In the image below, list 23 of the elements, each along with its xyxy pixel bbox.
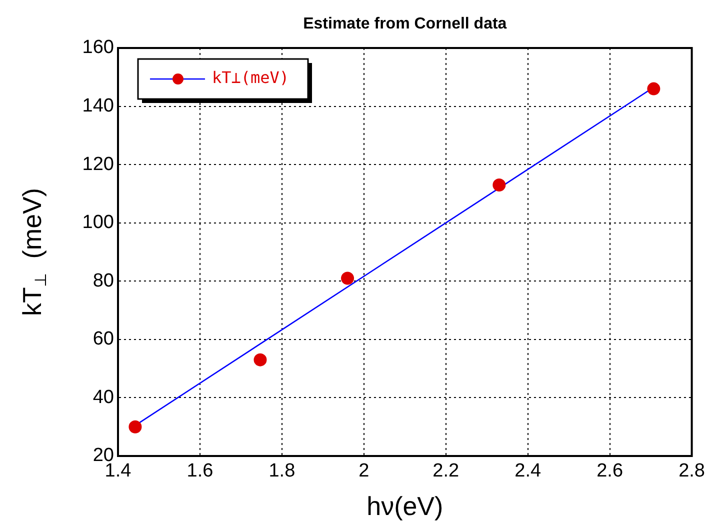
y-axis-title: kT⊥ (meV) <box>17 188 50 316</box>
y-tick-label: 80 <box>92 270 114 292</box>
x-axis-title: hν(eV) <box>366 491 444 522</box>
x-tick-label: 2.8 <box>678 460 706 482</box>
point <box>341 272 354 285</box>
x-tick-label: 2 <box>358 460 370 482</box>
legend-label: kT⊥(meV) <box>212 68 290 88</box>
y-tick-label: 160 <box>82 37 114 58</box>
x-tick-label: 1.6 <box>186 460 214 482</box>
x-tick-label: 2.2 <box>432 460 460 482</box>
point <box>254 353 267 366</box>
point <box>128 420 142 434</box>
chart-title: Estimate from Cornell data <box>303 15 507 32</box>
y-tick-label: 40 <box>92 386 114 408</box>
y-tick-label: 60 <box>92 328 114 350</box>
x-tick-label: 2.6 <box>596 460 624 482</box>
x-tick-label: 2.4 <box>514 460 542 482</box>
point <box>492 178 506 192</box>
y-tick-label: 120 <box>82 154 114 175</box>
y-tick-label: 100 <box>82 212 114 234</box>
y-tick-label: 140 <box>82 96 114 117</box>
point <box>647 82 660 96</box>
x-tick-label: 1.8 <box>268 460 296 482</box>
